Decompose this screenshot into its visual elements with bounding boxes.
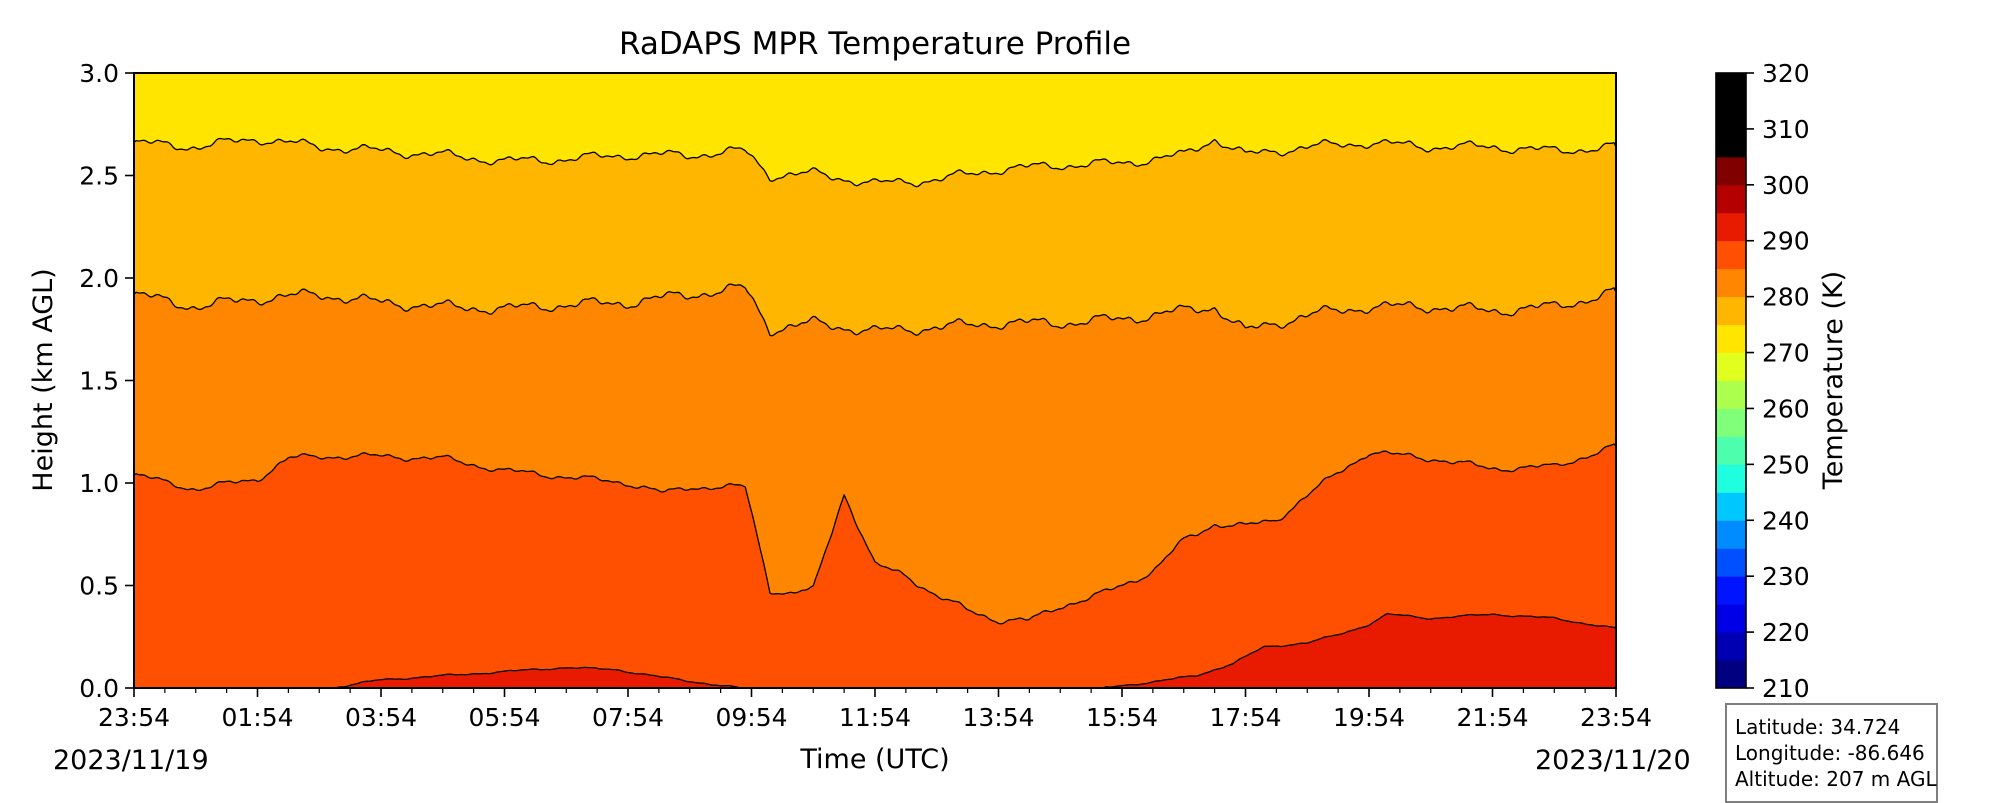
y-tick-label: 0.0 [79,674,119,703]
altitude-text: Altitude: 207 m AGL [1735,767,1937,791]
temperature-field [134,73,1616,688]
y-tick-label: 2.5 [79,162,119,191]
colorbar: 210 220 230 240 250 260 270 280 290 300 310 320 [1715,59,1810,703]
x-tick-label: 23:54 [1580,703,1652,732]
colorbar-segment [1716,576,1746,605]
isotherm-line-290-4 [1103,612,1616,688]
colorbar-segment [1716,73,1746,102]
colorbar-segment [1716,604,1746,633]
colorbar-segment [1716,156,1746,186]
y-axis-label: Height (km AGL) [28,268,59,491]
station-info-box: Latitude: 34.724 Longitude: -86.646 Alti… [1725,703,1938,803]
isotherm-line-285-0 [134,443,1616,625]
colorbar-segment [1716,296,1746,326]
colorbar-segment [1716,436,1746,465]
colorbar-tick-label: 230 [1762,562,1810,591]
colorbar-tick-label: 260 [1762,394,1810,423]
colorbar-segment [1716,520,1746,549]
y-tick-label: 3.0 [79,59,119,88]
isotherm-contours [134,137,1616,688]
x-tick-label: 13:54 [962,703,1034,732]
colorbar-segment [1716,660,1746,689]
y-tick-label: 0.5 [79,572,119,601]
colorbar-segment [1716,380,1746,409]
colorbar-tick-label: 210 [1762,674,1810,703]
isotherm-line-275-2 [134,137,1616,188]
latitude-text: Latitude: 34.724 [1735,715,1901,739]
x-tick-label: 21:54 [1456,703,1528,732]
x-start-date: 2023/11/19 [53,745,209,776]
colorbar-tick-label: 250 [1762,450,1810,479]
colorbar-segment [1716,464,1746,493]
colorbar-tick-label: 240 [1762,506,1810,535]
colorbar-segment [1716,548,1746,577]
colorbar-segment [1716,128,1746,158]
colorbar-segment [1716,352,1746,381]
isotherm-line-280-1 [134,283,1616,337]
isotherm-line-290-3 [331,666,740,688]
colorbar-tick-label: 290 [1762,227,1810,256]
x-tick-label: 17:54 [1209,703,1281,732]
colorbar-segment [1716,212,1746,242]
x-tick-label: 15:54 [1086,703,1158,732]
y-axis: 0.0 0.5 1.0 1.5 2.0 2.5 3.0 [79,59,134,703]
colorbar-segment [1716,100,1746,130]
colorbar-segment [1716,268,1746,298]
colorbar-label: Temperature (K) [1818,271,1849,490]
colorbar-segment [1716,240,1746,270]
x-tick-label: 01:54 [221,703,293,732]
band-285-290-region-0 [134,443,1616,688]
colorbar-tick-label: 270 [1762,339,1810,368]
colorbar-tick-label: 280 [1762,283,1810,312]
colorbar-segment [1716,184,1746,214]
x-tick-label: 19:54 [1333,703,1405,732]
y-tick-label: 2.0 [79,264,119,293]
x-tick-label: 11:54 [839,703,911,732]
band-290-295-region-4 [1103,613,1616,688]
colorbar-segment [1716,492,1746,521]
longitude-text: Longitude: -86.646 [1735,741,1925,765]
y-tick-label: 1.0 [79,469,119,498]
colorbar-tick-label: 310 [1762,115,1810,144]
band-290-295-region-3 [331,667,740,688]
colorbar-frame [1715,72,1747,689]
chart-title: RaDAPS MPR Temperature Profile [619,26,1131,62]
x-tick-label: 05:54 [468,703,540,732]
y-tick-label: 1.5 [79,367,119,396]
x-tick-label: 09:54 [715,703,787,732]
x-axis: 23:54 01:54 03:54 05:54 07:54 09:54 11:54 13:54… [98,688,1652,732]
colorbar-tick-label: 220 [1762,618,1810,647]
x-tick-label: 03:54 [345,703,417,732]
x-tick-label: 23:54 [98,703,170,732]
colorbar-tick-label: 300 [1762,171,1810,200]
x-end-date: 2023/11/20 [1535,745,1691,776]
colorbar-tick-label: 320 [1762,59,1810,88]
x-tick-label: 07:54 [592,703,664,732]
x-axis-label: Time (UTC) [799,744,949,775]
colorbar-segment [1716,632,1746,661]
colorbar-segment [1716,324,1746,354]
colorbar-segment [1716,408,1746,437]
